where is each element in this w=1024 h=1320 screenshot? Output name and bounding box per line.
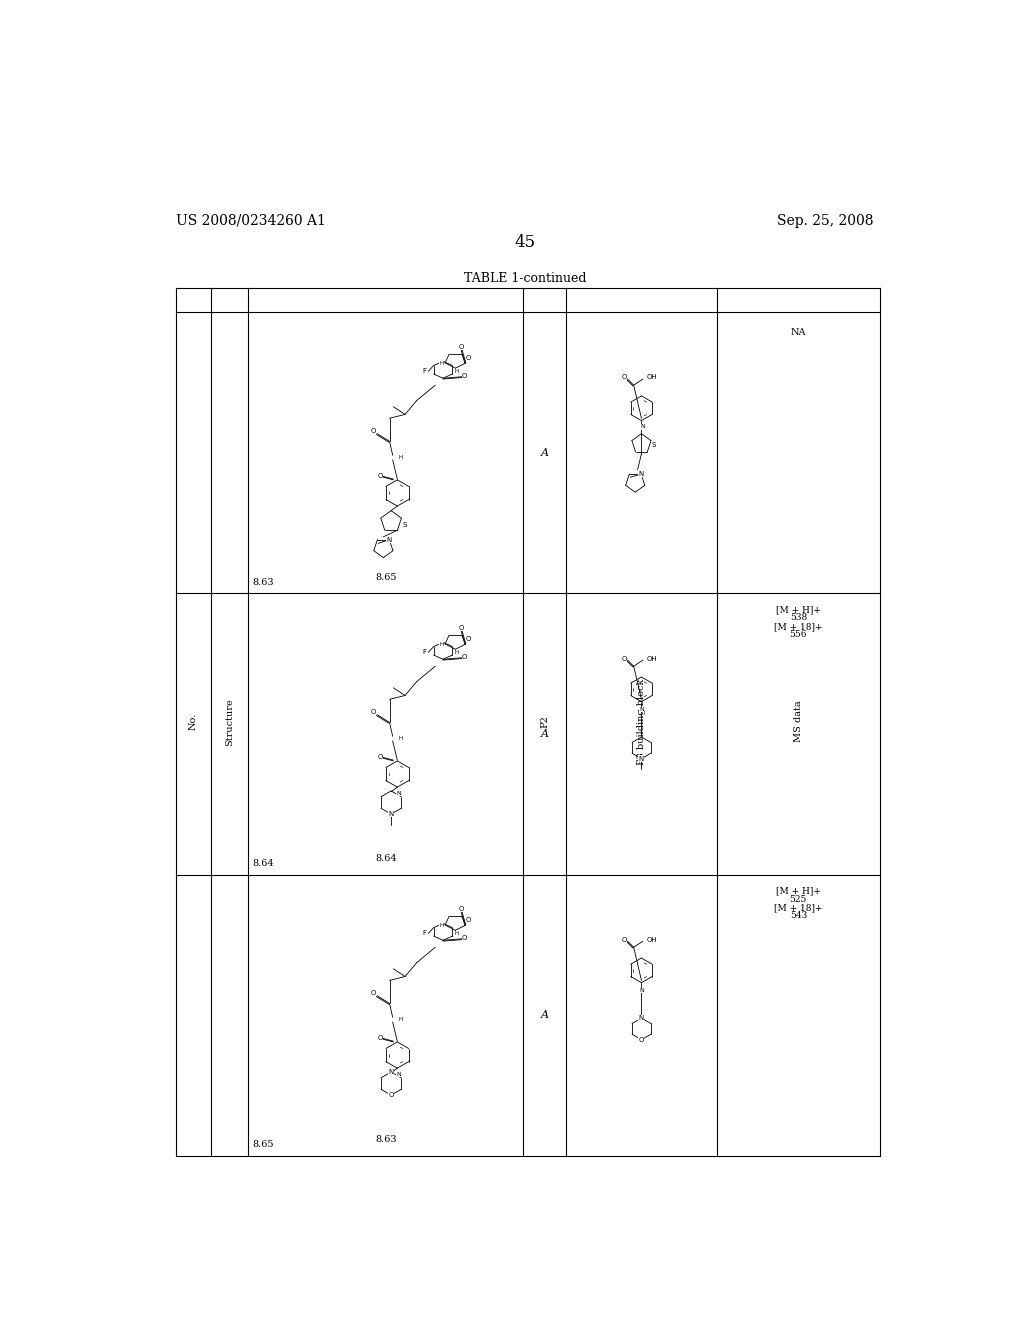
Text: O: O [466,355,471,362]
Text: [M + H]+: [M + H]+ [776,605,821,614]
Text: 8.64: 8.64 [252,859,273,869]
Text: US 2008/0234260 A1: US 2008/0234260 A1 [176,214,326,228]
Text: H: H [439,642,443,647]
Text: O: O [371,990,376,997]
Text: P2: P2 [540,715,549,729]
Text: O: O [459,906,464,912]
Text: TABLE 1-continued: TABLE 1-continued [464,272,586,285]
Text: OH: OH [647,937,657,942]
Text: 525: 525 [790,895,807,903]
Text: 8.63: 8.63 [375,1135,396,1144]
Text: NA: NA [791,327,806,337]
Text: N: N [639,987,644,993]
Text: A: A [541,447,549,458]
Text: [M + H]+: [M + H]+ [776,886,821,895]
Text: [M + 18]+: [M + 18]+ [774,622,822,631]
Text: H: H [439,362,443,366]
Text: O: O [462,653,467,660]
Text: H: H [455,370,459,374]
Text: F: F [422,368,426,375]
Text: 8.63: 8.63 [252,578,273,587]
Text: S: S [651,442,656,449]
Text: 556: 556 [790,631,807,639]
Text: N: N [387,536,392,543]
Text: 8.65: 8.65 [252,1140,273,1150]
Text: 8.65: 8.65 [375,573,396,582]
Text: N: N [396,1072,401,1077]
Text: H: H [439,923,443,928]
Text: O: O [462,935,467,941]
Text: S: S [402,521,407,528]
Text: O: O [378,473,383,479]
Text: O: O [639,1036,644,1043]
Text: O: O [466,917,471,923]
Text: N: N [388,1069,394,1074]
Text: No.: No. [189,713,198,730]
Text: 45: 45 [514,234,536,251]
Text: O: O [462,374,467,379]
Text: O: O [371,429,376,434]
Text: OH: OH [647,656,657,661]
Text: H: H [399,455,403,461]
Text: F: F [422,931,426,936]
Text: Structure: Structure [225,698,234,746]
Text: N: N [639,755,644,762]
Text: A: A [541,729,549,739]
Text: A: A [541,1010,549,1020]
Text: O: O [388,1092,394,1098]
Text: O: O [622,375,627,380]
Text: P3 building block: P3 building block [637,678,646,764]
Text: 538: 538 [790,614,807,623]
Text: H: H [399,1018,403,1022]
Text: O: O [378,1035,383,1041]
Text: F: F [422,649,426,655]
Text: 8.64: 8.64 [375,854,396,863]
Text: OH: OH [647,375,657,380]
Text: H: H [455,932,459,936]
Text: [M + 18]+: [M + 18]+ [774,903,822,912]
Text: 543: 543 [790,911,807,920]
Text: N: N [639,706,644,711]
Text: O: O [622,937,627,942]
Text: O: O [378,754,383,760]
Text: H: H [399,737,403,741]
Text: N: N [388,810,394,817]
Text: H: H [455,651,459,655]
Text: N: N [639,1015,644,1022]
Text: N: N [639,471,644,477]
Text: MS data: MS data [794,701,803,742]
Text: O: O [459,343,464,350]
Text: O: O [371,709,376,715]
Text: N: N [396,791,401,796]
Text: Sep. 25, 2008: Sep. 25, 2008 [777,214,873,228]
Text: O: O [466,636,471,643]
Text: O: O [622,656,627,661]
Text: O: O [459,624,464,631]
Text: N: N [641,424,645,429]
